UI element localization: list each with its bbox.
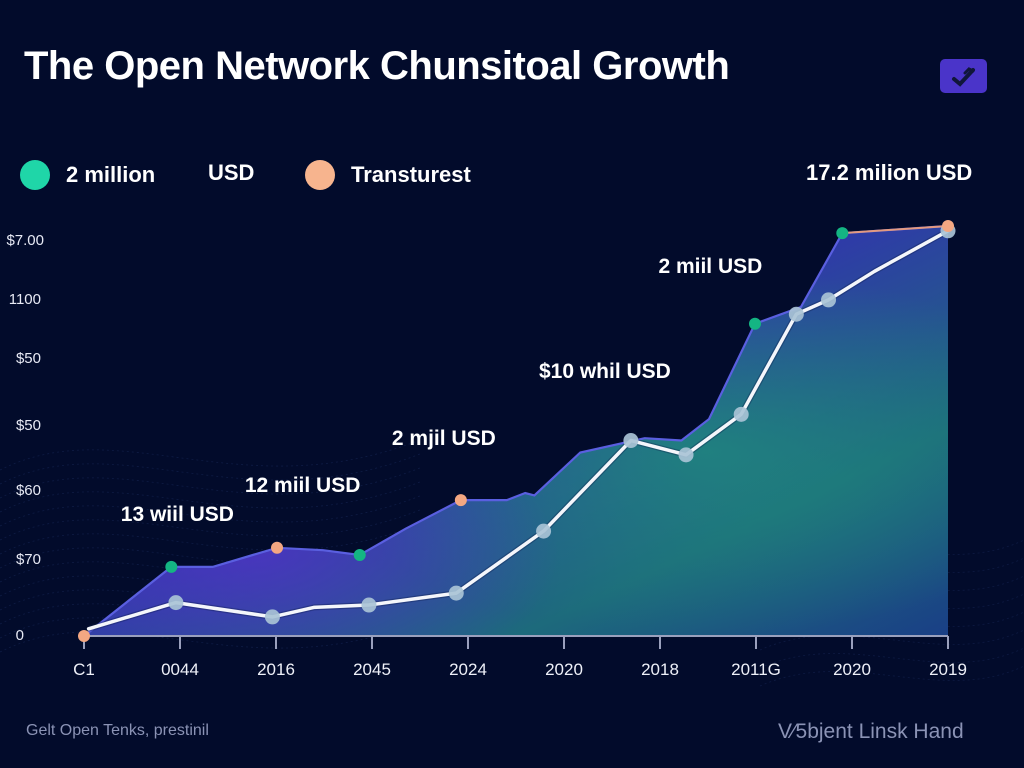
checkmark-pen-icon	[951, 67, 975, 87]
x-tick-label: 2024	[449, 660, 487, 679]
top-value-label: 17.2 milion USD	[806, 160, 973, 185]
logo-button[interactable]	[940, 59, 987, 93]
data-annotation: 2 mjil USD	[391, 426, 496, 450]
x-tick-label: 2045	[353, 660, 391, 679]
legend-swatch-green	[20, 160, 50, 190]
data-point-pale	[264, 609, 280, 625]
background-wave-line	[0, 467, 421, 499]
background-wave-line	[0, 495, 421, 527]
data-point-green	[165, 560, 178, 573]
background-wave-line	[0, 621, 421, 653]
y-tick-label: $70	[15, 551, 41, 568]
background-wave-line	[759, 629, 1024, 651]
legend-label: 2 million	[66, 162, 156, 187]
data-point-green	[748, 317, 761, 330]
data-point-pale	[788, 306, 804, 322]
y-tick-label: $60	[15, 482, 41, 499]
y-tick-label: $7.00	[6, 232, 44, 249]
legend-item-2-million: 2 million	[20, 160, 155, 190]
data-point-orange	[942, 220, 954, 232]
y-tick-label: 0	[15, 627, 24, 644]
x-tick-label: 0044	[161, 660, 199, 679]
data-point-green	[353, 548, 366, 561]
x-tick-label: 2019	[929, 660, 967, 679]
data-point-green	[836, 227, 849, 240]
y-tick-label: 1100	[8, 291, 41, 308]
background-wave-line	[0, 439, 421, 471]
data-point-pale	[733, 406, 749, 422]
x-tick-label: C1	[73, 660, 95, 679]
data-point-pale	[623, 433, 639, 449]
data-annotation: $10 whil USD	[538, 359, 671, 383]
data-annotation: 12 miil USD	[244, 474, 361, 498]
data-point-pale	[536, 523, 552, 539]
area-glow-purple	[84, 226, 948, 636]
data-annotation: 2 miil USD	[658, 254, 763, 278]
y-tick-label: $50	[15, 417, 41, 434]
data-point-pale	[361, 597, 377, 613]
background-wave-line	[0, 537, 421, 569]
data-annotation: 13 wiil USD	[120, 502, 234, 526]
background-wave-line	[759, 665, 1024, 687]
x-tick-label: 2016	[257, 660, 295, 679]
footer-brand: V⁄5bjent Linsk Hand	[778, 720, 964, 743]
data-point-pale	[821, 292, 837, 308]
data-point-pale	[168, 595, 184, 611]
background-wave-line	[0, 453, 421, 485]
footer-caption: Gelt Open Tenks, prestinil	[26, 722, 209, 739]
legend-swatch-orange	[305, 160, 335, 190]
legend-item-usd: USD	[208, 160, 254, 186]
background-wave-line	[0, 481, 421, 513]
background-wave-line	[0, 523, 421, 555]
data-point-pale	[448, 585, 464, 601]
x-tick-label: 2018	[641, 660, 679, 679]
y-tick-label: $50	[15, 350, 41, 367]
area-outline-segment	[842, 225, 949, 235]
legend-label: USD	[208, 160, 255, 185]
data-point-orange	[454, 494, 467, 507]
background-wave-line	[0, 509, 421, 541]
data-point-orange	[78, 630, 90, 642]
legend-label: Transturest	[351, 162, 471, 187]
x-tick-label: 2020	[545, 660, 583, 679]
background-wave-line	[759, 647, 1024, 669]
legend-item-transturest: Transturest	[305, 160, 471, 190]
data-point-pale	[678, 447, 694, 463]
chart-title: The Open Network Chunsitoal Growth	[24, 44, 730, 88]
x-tick-label: 2020	[833, 660, 871, 679]
x-tick-label: 2011G	[731, 660, 781, 679]
data-point-orange	[271, 541, 284, 554]
